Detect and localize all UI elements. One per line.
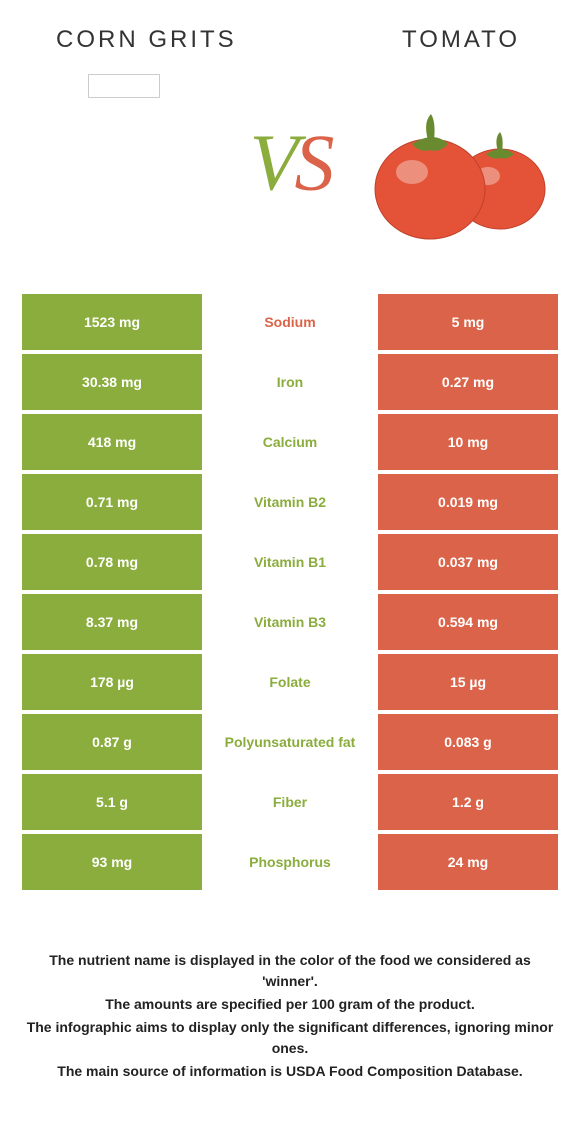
- left-food-image-placeholder: [88, 74, 160, 98]
- left-food-title: CORN GRITS: [56, 26, 237, 54]
- nutrient-label-cell: Sodium: [202, 294, 378, 350]
- right-value-cell: 0.083 g: [378, 714, 558, 770]
- header: CORN GRITS TOMATO: [0, 0, 580, 64]
- table-row: 418 mgCalcium10 mg: [22, 414, 558, 470]
- tomato-icon: [370, 94, 550, 244]
- table-row: 93 mgPhosphorus24 mg: [22, 834, 558, 890]
- table-row: 0.78 mgVitamin B10.037 mg: [22, 534, 558, 590]
- vs-v: V: [250, 120, 295, 208]
- right-value-cell: 0.27 mg: [378, 354, 558, 410]
- left-value-cell: 5.1 g: [22, 774, 202, 830]
- table-row: 30.38 mgIron0.27 mg: [22, 354, 558, 410]
- right-value-cell: 10 mg: [378, 414, 558, 470]
- right-food-image: [370, 94, 550, 249]
- right-value-cell: 1.2 g: [378, 774, 558, 830]
- left-value-cell: 0.71 mg: [22, 474, 202, 530]
- table-row: 1523 mgSodium5 mg: [22, 294, 558, 350]
- left-value-cell: 1523 mg: [22, 294, 202, 350]
- comparison-table: 1523 mgSodium5 mg30.38 mgIron0.27 mg418 …: [22, 294, 558, 890]
- left-value-cell: 93 mg: [22, 834, 202, 890]
- note-line-1: The nutrient name is displayed in the co…: [22, 950, 558, 992]
- nutrient-label-cell: Vitamin B3: [202, 594, 378, 650]
- right-value-cell: 15 µg: [378, 654, 558, 710]
- note-line-3: The infographic aims to display only the…: [22, 1017, 558, 1059]
- table-row: 8.37 mgVitamin B30.594 mg: [22, 594, 558, 650]
- left-value-cell: 30.38 mg: [22, 354, 202, 410]
- table-row: 0.71 mgVitamin B20.019 mg: [22, 474, 558, 530]
- right-value-cell: 24 mg: [378, 834, 558, 890]
- nutrient-label-cell: Calcium: [202, 414, 378, 470]
- left-value-cell: 418 mg: [22, 414, 202, 470]
- note-line-4: The main source of information is USDA F…: [22, 1061, 558, 1082]
- nutrient-label-cell: Fiber: [202, 774, 378, 830]
- nutrient-label-cell: Phosphorus: [202, 834, 378, 890]
- right-food-title: TOMATO: [402, 26, 520, 54]
- right-value-cell: 0.594 mg: [378, 594, 558, 650]
- nutrient-label-cell: Vitamin B1: [202, 534, 378, 590]
- nutrient-label-cell: Vitamin B2: [202, 474, 378, 530]
- left-value-cell: 8.37 mg: [22, 594, 202, 650]
- left-value-cell: 0.78 mg: [22, 534, 202, 590]
- footer-notes: The nutrient name is displayed in the co…: [22, 950, 558, 1082]
- left-value-cell: 0.87 g: [22, 714, 202, 770]
- hero-section: VS: [0, 64, 580, 264]
- nutrient-label-cell: Iron: [202, 354, 378, 410]
- nutrient-label-cell: Polyunsaturated fat: [202, 714, 378, 770]
- vs-s: S: [294, 120, 330, 208]
- table-row: 178 µgFolate15 µg: [22, 654, 558, 710]
- left-value-cell: 178 µg: [22, 654, 202, 710]
- right-value-cell: 0.019 mg: [378, 474, 558, 530]
- right-value-cell: 5 mg: [378, 294, 558, 350]
- vs-label: VS: [250, 119, 331, 210]
- nutrient-label-cell: Folate: [202, 654, 378, 710]
- right-value-cell: 0.037 mg: [378, 534, 558, 590]
- table-row: 0.87 gPolyunsaturated fat0.083 g: [22, 714, 558, 770]
- table-row: 5.1 gFiber1.2 g: [22, 774, 558, 830]
- note-line-2: The amounts are specified per 100 gram o…: [22, 994, 558, 1015]
